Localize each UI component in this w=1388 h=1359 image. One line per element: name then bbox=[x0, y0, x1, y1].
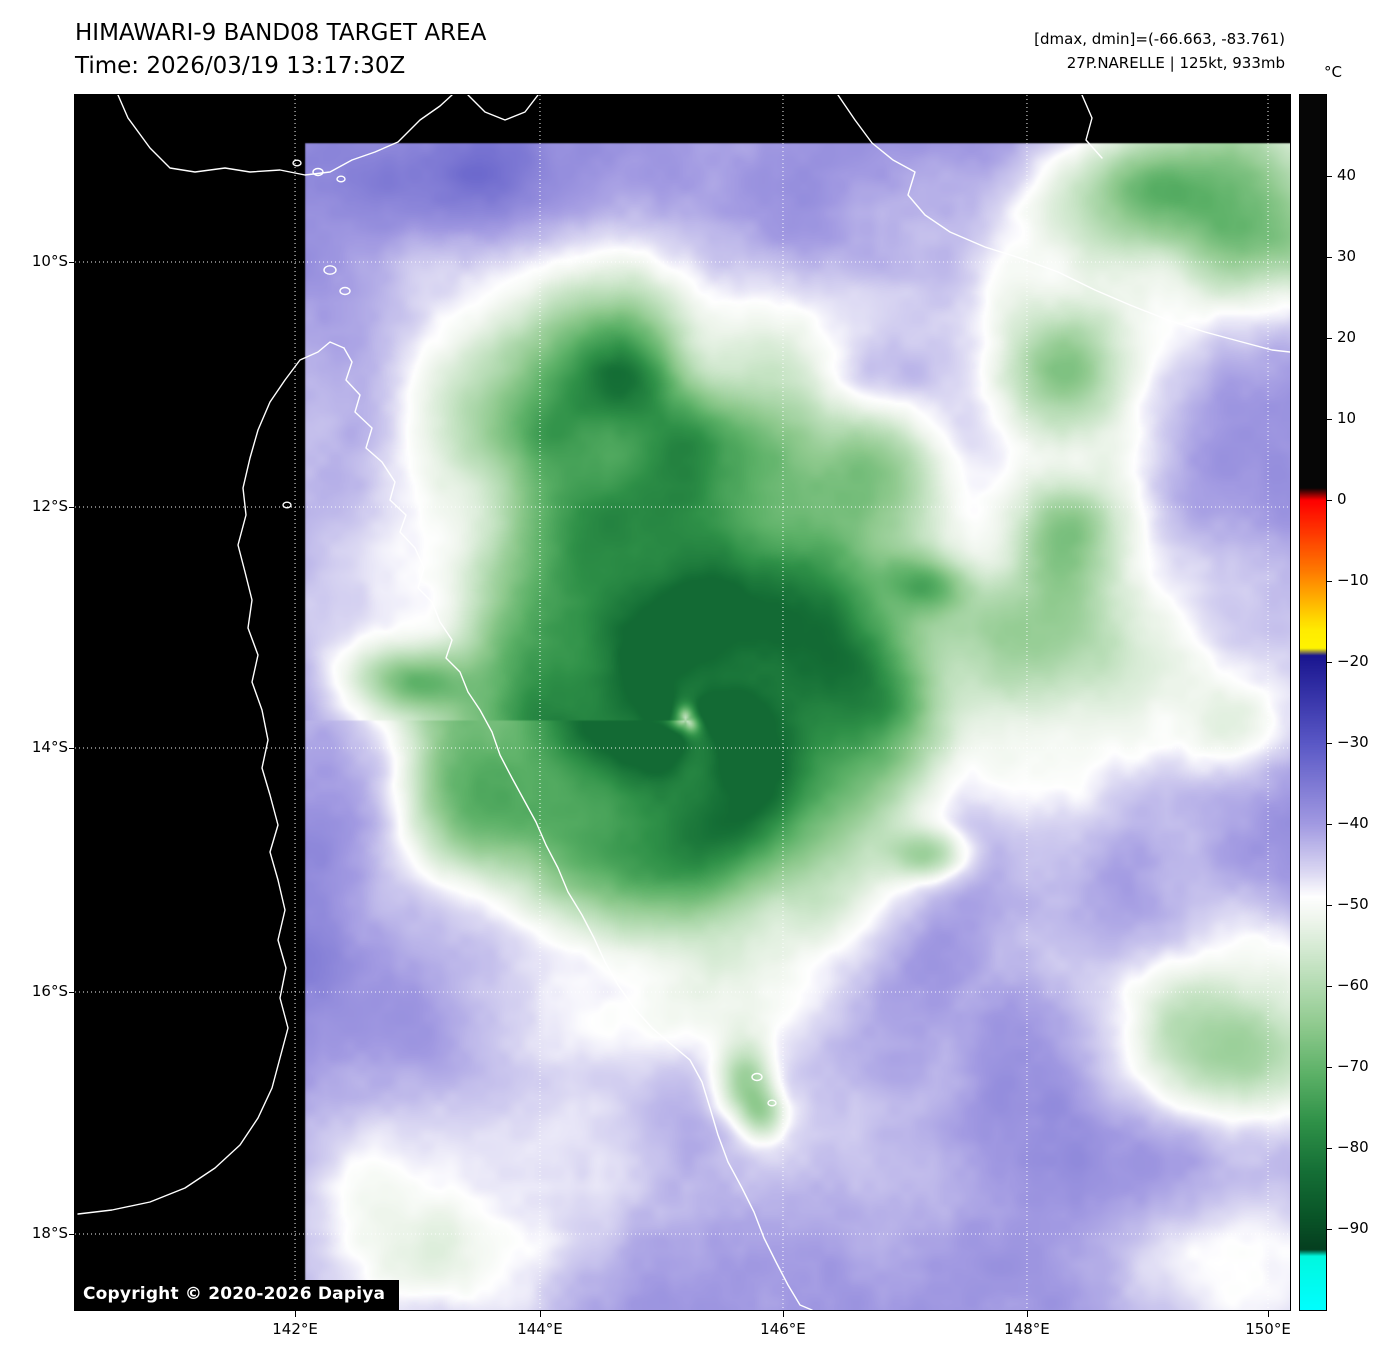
lon-tick-mark bbox=[782, 1311, 784, 1317]
colorbar-tick-mark bbox=[1327, 1148, 1332, 1149]
coastline bbox=[77, 341, 345, 1215]
map-overlay bbox=[75, 95, 1290, 1310]
lon-tick-mark bbox=[1268, 1311, 1269, 1317]
colorbar-tick-mark bbox=[1327, 743, 1332, 744]
coastline bbox=[837, 95, 1290, 353]
colorbar-tick-label: −60 bbox=[1337, 976, 1369, 994]
coastline bbox=[467, 95, 539, 121]
storm-info: 27P.NARELLE | 125kt, 933mb bbox=[1066, 54, 1285, 72]
colorbar-tick-mark bbox=[1327, 824, 1332, 825]
lon-tick-mark bbox=[539, 1311, 541, 1317]
colorbar-tick-label: 30 bbox=[1337, 247, 1357, 265]
island-outline bbox=[767, 1099, 777, 1107]
colorbar-tick-label: −70 bbox=[1337, 1057, 1369, 1075]
lat-tick-label: 10°S bbox=[31, 251, 68, 270]
island-outline bbox=[312, 167, 324, 177]
lon-tick-mark bbox=[295, 1311, 297, 1317]
lat-tick-mark bbox=[69, 507, 75, 508]
colorbar-tick-mark bbox=[1327, 338, 1332, 339]
lon-tick-label: 148°E bbox=[1004, 1320, 1050, 1338]
product-title: HIMAWARI-9 BAND08 TARGET AREA bbox=[75, 20, 487, 46]
colorbar-tick-label: −50 bbox=[1337, 895, 1369, 913]
island-outline bbox=[336, 175, 346, 183]
coastline bbox=[1081, 95, 1103, 159]
colorbar-gradient bbox=[1300, 95, 1326, 1310]
product-time: Time: 2026/03/19 13:17:30Z bbox=[75, 53, 406, 79]
island-outline bbox=[282, 501, 292, 509]
dmax-dmin-readout: [dmax, dmin]=(-66.663, -83.761) bbox=[1034, 30, 1285, 48]
colorbar-tick-label: 10 bbox=[1337, 409, 1357, 427]
island-outline bbox=[292, 159, 302, 167]
lon-tick-mark bbox=[1026, 1311, 1028, 1317]
colorbar-tick-mark bbox=[1327, 581, 1332, 582]
lat-tick-label: 18°S bbox=[31, 1223, 68, 1242]
lat-tick-mark bbox=[69, 747, 75, 749]
copyright-badge: Copyright © 2020-2026 Dapiya bbox=[75, 1280, 400, 1310]
colorbar-tick-mark bbox=[1327, 419, 1332, 420]
island-outline bbox=[751, 1072, 763, 1082]
colorbar-tick-label: 40 bbox=[1337, 166, 1357, 184]
lat-tick-label: 16°S bbox=[31, 982, 68, 1001]
colorbar-tick-label: −80 bbox=[1337, 1138, 1369, 1156]
colorbar-tick-mark bbox=[1327, 257, 1332, 258]
coastline bbox=[117, 95, 453, 176]
colorbar-tick-label: −90 bbox=[1337, 1219, 1369, 1237]
colorbar-tick-label: −30 bbox=[1337, 733, 1369, 751]
lat-tick-mark bbox=[69, 261, 75, 263]
colorbar-tick-label: 0 bbox=[1337, 490, 1347, 508]
lon-tick-label: 142°E bbox=[272, 1320, 318, 1338]
lat-tick-mark bbox=[69, 992, 75, 994]
colorbar-tick-mark bbox=[1327, 986, 1332, 987]
colorbar-tick-mark bbox=[1327, 1067, 1332, 1068]
colorbar-tick-label: −10 bbox=[1337, 571, 1369, 589]
colorbar-unit-label: °C bbox=[1324, 63, 1342, 81]
colorbar-tick-mark bbox=[1327, 176, 1332, 177]
colorbar bbox=[1299, 94, 1327, 1311]
colorbar-tick-mark bbox=[1327, 662, 1332, 663]
island-outline bbox=[323, 265, 337, 275]
colorbar-tick-label: −40 bbox=[1337, 814, 1369, 832]
satellite-image-canvas bbox=[75, 95, 1290, 1310]
lat-tick-label: 12°S bbox=[31, 497, 68, 515]
lon-tick-label: 150°E bbox=[1245, 1320, 1291, 1338]
colorbar-tick-mark bbox=[1327, 1229, 1332, 1230]
island-outline bbox=[339, 286, 351, 296]
colorbar-tick-mark bbox=[1327, 500, 1332, 501]
colorbar-tick-label: −20 bbox=[1337, 652, 1369, 670]
lat-tick-label: 14°S bbox=[31, 737, 68, 756]
coastline bbox=[343, 347, 813, 1310]
lon-tick-label: 144°E bbox=[517, 1320, 563, 1338]
lon-tick-label: 146°E bbox=[760, 1320, 806, 1338]
colorbar-tick-label: 20 bbox=[1337, 328, 1357, 346]
lat-tick-mark bbox=[69, 1233, 75, 1235]
colorbar-tick-mark bbox=[1327, 905, 1332, 906]
map-area: Copyright © 2020-2026 Dapiya bbox=[74, 94, 1291, 1311]
